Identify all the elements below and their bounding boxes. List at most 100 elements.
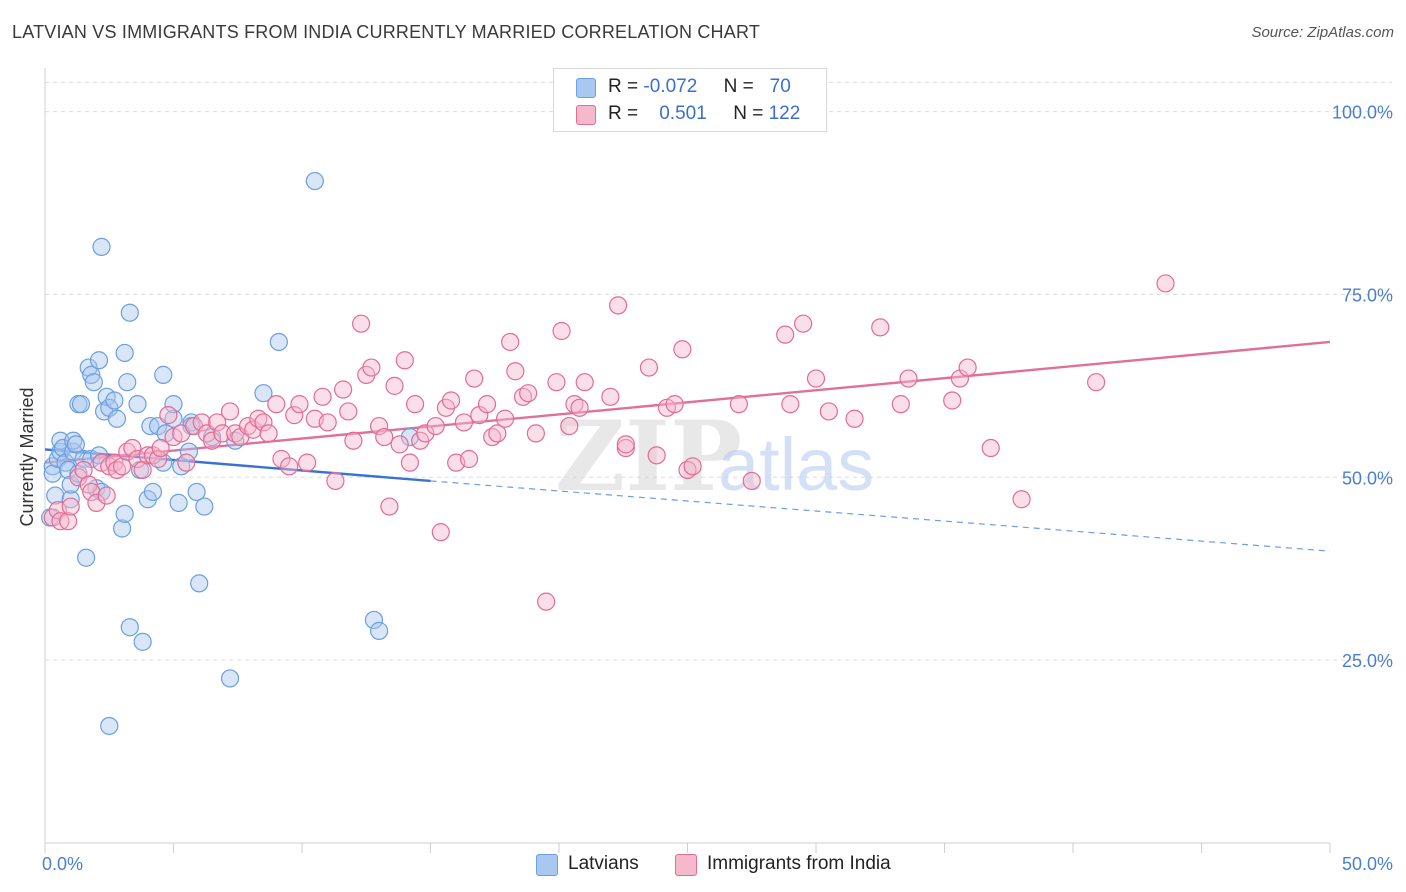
legend-n-label: N = <box>733 103 764 124</box>
data-point-latvians-54 <box>179 442 199 461</box>
data-point-india-114 <box>943 391 962 410</box>
data-point-india-102 <box>683 457 702 476</box>
data-point-india-112 <box>891 395 910 414</box>
data-point-india-62 <box>390 435 409 454</box>
data-point-latvians-62 <box>269 332 288 352</box>
data-point-india-32 <box>208 413 227 432</box>
data-point-india-55 <box>352 314 371 333</box>
x-tick-label-1: 50.0% <box>1342 854 1393 874</box>
data-point-india-7 <box>79 475 98 494</box>
trend-line-latvians-extension <box>430 480 1331 552</box>
data-point-india-117 <box>981 438 1000 458</box>
data-point-india-103 <box>729 395 749 414</box>
series-latvians <box>41 171 420 736</box>
data-point-india-89 <box>560 416 579 436</box>
data-point-india-47 <box>298 453 317 472</box>
source-credit: Source: ZipAtlas.com <box>1251 24 1394 41</box>
data-point-india-71 <box>441 391 461 410</box>
legend-n-value: 122 <box>768 103 801 124</box>
data-point-latvians-40 <box>120 618 139 637</box>
legend-r-value: 0.501 <box>659 103 707 124</box>
data-point-latvians-39 <box>120 303 139 322</box>
data-point-india-97 <box>647 446 666 465</box>
bottom-legend-swatch-india <box>675 854 697 876</box>
data-point-india-87 <box>547 373 566 392</box>
legend-n-value: 70 <box>769 76 791 97</box>
data-point-india-75 <box>465 369 484 388</box>
data-point-india-3 <box>59 512 78 531</box>
data-point-latvians-51 <box>164 395 183 414</box>
data-point-india-59 <box>375 427 394 447</box>
data-point-india-108 <box>806 369 826 388</box>
data-point-india-106 <box>781 395 800 414</box>
data-point-india-38 <box>244 420 263 439</box>
data-point-india-61 <box>385 376 404 395</box>
data-point-india-53 <box>339 402 358 421</box>
data-point-india-109 <box>819 402 838 421</box>
data-point-latvians-57 <box>190 574 209 593</box>
data-point-india-24 <box>159 406 178 425</box>
y-tick-label-3: 100.0% <box>1332 103 1393 123</box>
data-point-latvians-66 <box>400 427 420 447</box>
data-point-india-105 <box>776 325 795 344</box>
watermark-atlas: atlas <box>718 423 874 506</box>
data-point-latvians-52 <box>169 493 188 512</box>
data-points <box>41 171 1175 736</box>
trend-line-latvians <box>44 448 431 483</box>
data-point-latvians-41 <box>128 395 147 414</box>
gridlines <box>45 81 1392 661</box>
data-point-latvians-58 <box>195 497 214 516</box>
data-point-india-51 <box>326 471 345 491</box>
data-point-india-46 <box>290 395 309 414</box>
data-point-latvians-43 <box>133 632 152 651</box>
data-point-india-64 <box>400 453 420 472</box>
legend-r-value: -0.072 <box>643 76 698 97</box>
data-point-india-84 <box>519 384 538 403</box>
data-point-latvians-45 <box>141 416 160 436</box>
data-point-india-94 <box>609 296 628 315</box>
data-point-india-93 <box>601 387 620 406</box>
data-point-latvians-23 <box>84 373 103 392</box>
bottom-legend-label-india: Immigrants from India <box>707 853 891 874</box>
data-point-india-67 <box>416 424 435 443</box>
data-point-latvians-64 <box>364 610 384 630</box>
data-point-latvians-6 <box>51 431 70 450</box>
data-point-india-99 <box>665 395 684 414</box>
x-tick-label-0: 0.0% <box>42 854 83 874</box>
data-point-latvians-19 <box>77 548 96 567</box>
data-point-india-65 <box>405 395 425 414</box>
data-point-india-43 <box>272 449 291 469</box>
chart-title: LATVIAN VS IMMIGRANTS FROM INDIA CURRENT… <box>12 22 761 42</box>
data-point-india-81 <box>501 332 520 352</box>
data-point-india-42 <box>267 395 286 414</box>
data-point-india-11 <box>97 486 116 505</box>
data-point-india-44 <box>280 457 299 476</box>
data-point-india-91 <box>570 398 589 417</box>
data-point-latvians-35 <box>112 519 132 538</box>
data-point-latvians-3 <box>46 486 65 505</box>
data-point-latvians-26 <box>89 351 109 370</box>
data-point-india-45 <box>285 406 304 425</box>
y-tick-label-1: 50.0% <box>1342 468 1393 488</box>
data-point-latvians-38 <box>118 373 137 392</box>
data-point-latvians-61 <box>254 384 273 403</box>
data-point-india-49 <box>313 387 332 406</box>
data-point-india-121 <box>616 435 635 454</box>
bottom-legend-label-latvians: Latvians <box>568 853 639 874</box>
data-point-india-73 <box>454 413 474 432</box>
trend-line-india <box>44 340 1331 464</box>
y-tick-label-2: 75.0% <box>1342 285 1393 305</box>
data-point-india-2 <box>51 512 70 531</box>
y-axis-title: Currently Married <box>17 387 37 526</box>
data-point-latvians-9 <box>59 460 78 480</box>
data-point-india-120 <box>1156 274 1175 293</box>
data-point-india-50 <box>318 413 337 432</box>
data-point-india-116 <box>958 358 977 377</box>
data-point-latvians-63 <box>305 171 324 191</box>
data-point-latvians-33 <box>105 391 124 410</box>
data-point-latvians-48 <box>154 365 173 384</box>
y-tick-label-0: 25.0% <box>1342 651 1393 671</box>
correlation-legend: R = -0.072 N = 70 R = 0.501 N = 122 <box>553 68 827 132</box>
data-point-india-31 <box>202 431 222 450</box>
data-point-latvians-32 <box>100 716 119 736</box>
